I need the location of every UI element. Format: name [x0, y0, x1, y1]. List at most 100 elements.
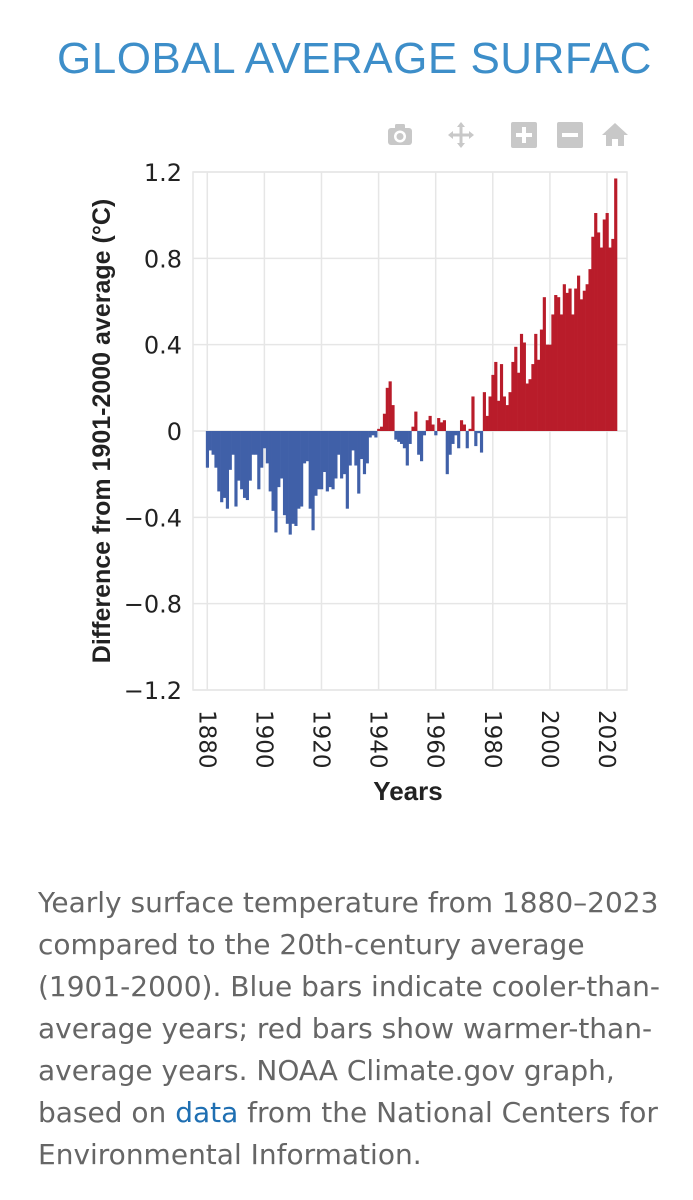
bar-1939 [374, 431, 378, 438]
bar-1944 [388, 381, 392, 431]
bar-1913 [300, 431, 304, 507]
bar-1988 [514, 346, 518, 431]
bar-1932 [354, 431, 358, 466]
bar-1914 [302, 431, 307, 464]
bar-1891 [237, 431, 241, 481]
bar-1926 [337, 431, 341, 455]
bar-1950 [405, 431, 409, 466]
bar-2022 [611, 238, 615, 431]
bar-1957 [425, 420, 429, 431]
bar-2011 [579, 299, 584, 431]
title-clip: GLOBAL AVERAGE SURFACE TEMPERATURE [0, 34, 655, 90]
x-tick-label: 1880 [193, 710, 219, 769]
bar-2012 [582, 290, 586, 431]
bar-1895 [248, 431, 252, 481]
bar-1959 [431, 424, 435, 431]
caption-text-end: from the National Centers for Environmen… [38, 1096, 658, 1171]
bar-2013 [585, 284, 589, 431]
home-icon[interactable] [600, 120, 630, 150]
bar-1933 [357, 431, 361, 494]
bar-1888 [228, 431, 232, 470]
bar-2002 [554, 295, 558, 431]
bar-1930 [348, 431, 352, 466]
bar-1955 [419, 431, 424, 462]
bar-1969 [459, 420, 464, 431]
bar-1986 [508, 392, 512, 431]
bar-1977 [482, 392, 486, 431]
chart-caption: Yearly surface temperature from 1880–202… [38, 882, 663, 1176]
bar-1919 [317, 431, 321, 490]
bar-1904 [274, 431, 278, 533]
bar-1920 [320, 431, 324, 490]
bar-1900 [262, 431, 267, 449]
bar-1916 [308, 431, 312, 509]
bar-2017 [597, 232, 601, 431]
bar-1970 [462, 424, 466, 431]
bar-1907 [282, 431, 287, 516]
bar-2000 [548, 344, 552, 431]
bar-1934 [360, 431, 364, 460]
bar-1942 [382, 413, 387, 431]
bar-1952 [411, 426, 415, 431]
bar-1937 [368, 431, 372, 438]
bar-1929 [345, 431, 349, 509]
bar-1963 [442, 420, 446, 431]
bar-1912 [297, 431, 301, 509]
temperature-chart: 1.2 0.8 0.4 0 −0.4 −0.8 −1.2 1880 1900 1920 1940 1… [88, 159, 628, 806]
bar-1983 [499, 364, 504, 431]
bar-1936 [365, 431, 369, 464]
bar-1925 [334, 431, 338, 479]
bar-1931 [351, 431, 355, 451]
bar-1978 [485, 415, 489, 431]
zoom-in-icon[interactable] [509, 120, 539, 150]
y-tick-label: 0.4 [144, 332, 182, 360]
camera-icon[interactable] [385, 120, 415, 150]
bar-1981 [494, 361, 498, 431]
bar-1915 [305, 431, 309, 462]
bar-1962 [439, 422, 444, 431]
bar-1971 [465, 431, 469, 449]
bar-1885 [220, 431, 224, 503]
bar-1924 [331, 431, 335, 490]
pan-icon[interactable] [446, 120, 476, 150]
bar-1976 [479, 431, 484, 453]
bar-1997 [539, 329, 544, 431]
x-tick-label: 1940 [365, 710, 391, 769]
bar-1892 [240, 431, 244, 490]
bar-1905 [277, 431, 281, 488]
bar-1881 [208, 431, 212, 451]
bar-1947 [397, 431, 401, 442]
bar-1984 [502, 396, 506, 431]
data-link[interactable]: data [175, 1096, 239, 1129]
bar-1953 [414, 411, 418, 431]
x-axis-label: Years [373, 776, 442, 806]
bar-1966 [451, 431, 455, 444]
bar-1990 [519, 333, 524, 432]
bar-1985 [505, 405, 509, 431]
bar-2015 [591, 236, 595, 431]
caption-text: Yearly surface temperature from 1880–202… [38, 886, 661, 1129]
x-tick-label: 1980 [479, 710, 505, 769]
bar-1901 [265, 431, 269, 464]
bar-1897 [254, 431, 258, 455]
y-tick-label: 0 [167, 418, 182, 446]
bar-2009 [574, 288, 578, 431]
bar-1910 [291, 431, 295, 524]
bar-1993 [528, 379, 532, 431]
bar-1998 [542, 297, 546, 431]
bar-2021 [608, 247, 612, 431]
bar-2008 [571, 314, 575, 431]
bar-1967 [454, 431, 458, 436]
bar-1909 [288, 431, 292, 535]
bar-1954 [417, 431, 421, 455]
bar-1886 [222, 431, 227, 498]
y-tick-label: −0.8 [124, 591, 182, 619]
zoom-out-icon[interactable] [555, 120, 585, 150]
bar-1973 [471, 396, 475, 431]
bar-1991 [522, 342, 526, 431]
bar-1899 [260, 431, 264, 468]
bar-1948 [400, 431, 404, 444]
bar-1943 [385, 387, 389, 431]
bar-1884 [217, 431, 221, 492]
bar-2007 [568, 288, 572, 431]
